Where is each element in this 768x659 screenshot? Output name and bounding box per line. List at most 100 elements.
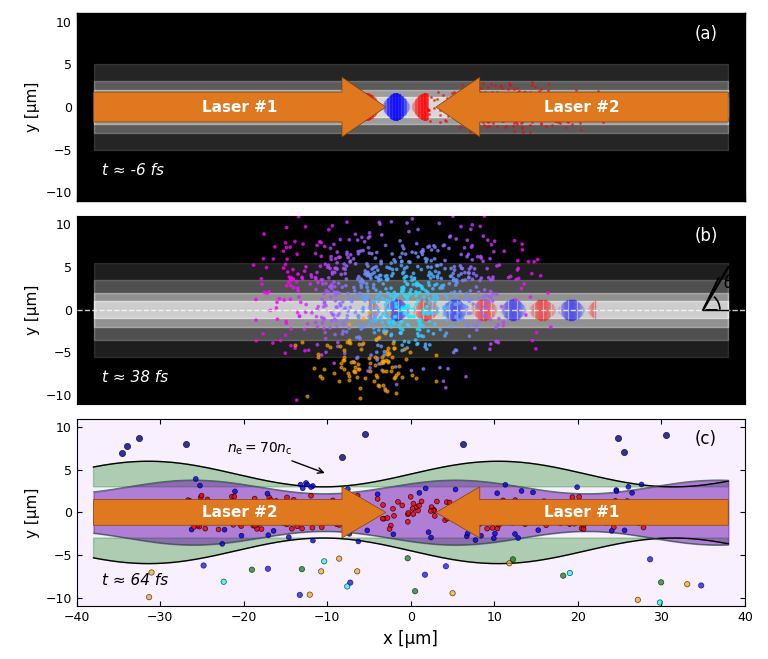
Point: [606, 526, 618, 536]
Point: [527, 487, 539, 498]
Point: [531, 105, 543, 115]
Point: [472, 287, 485, 297]
Point: [560, 122, 572, 132]
Point: [421, 301, 433, 312]
Point: [431, 306, 443, 317]
Point: [439, 515, 452, 525]
Point: [194, 521, 206, 532]
Point: [342, 519, 354, 529]
Point: [605, 103, 617, 113]
Point: [474, 86, 486, 97]
Point: [415, 264, 428, 275]
Point: [457, 438, 469, 449]
Text: t ≈ 38 fs: t ≈ 38 fs: [102, 370, 168, 386]
Point: [472, 104, 484, 115]
Point: [356, 306, 369, 317]
Point: [201, 494, 214, 505]
Point: [472, 301, 485, 311]
Point: [234, 505, 247, 515]
Point: [281, 492, 293, 503]
Point: [488, 89, 501, 100]
Point: [427, 283, 439, 294]
Point: [359, 266, 372, 276]
Point: [439, 264, 451, 274]
Point: [368, 279, 380, 290]
Point: [300, 508, 312, 519]
Point: [464, 127, 476, 137]
Point: [522, 105, 535, 116]
Point: [301, 479, 313, 490]
Point: [449, 287, 461, 297]
Point: [329, 507, 341, 517]
Point: [381, 513, 393, 523]
Point: [407, 268, 419, 279]
Point: [406, 247, 419, 258]
Point: [296, 507, 308, 518]
Point: [399, 291, 412, 302]
Point: [475, 273, 488, 283]
Point: [598, 512, 610, 523]
Point: [443, 511, 455, 522]
Point: [337, 326, 349, 337]
Point: [456, 264, 468, 274]
Point: [455, 84, 468, 94]
Point: [548, 512, 561, 523]
Point: [512, 92, 525, 102]
Point: [385, 283, 397, 293]
Point: [399, 308, 411, 318]
Point: [330, 302, 343, 312]
Point: [463, 515, 475, 526]
Point: [551, 105, 563, 115]
Point: [556, 101, 568, 111]
Point: [498, 317, 510, 328]
Point: [450, 311, 462, 322]
Point: [361, 258, 373, 269]
Point: [381, 296, 393, 306]
Point: [328, 239, 340, 250]
Point: [348, 365, 360, 376]
Point: [388, 511, 400, 521]
Point: [604, 97, 617, 107]
Point: [492, 113, 505, 124]
Point: [429, 297, 442, 308]
Point: [478, 211, 491, 221]
Point: [116, 447, 128, 458]
Point: [465, 94, 477, 104]
Point: [545, 322, 557, 332]
Point: [496, 95, 508, 105]
Point: [326, 495, 339, 505]
Point: [213, 506, 225, 517]
Point: [333, 499, 345, 509]
Point: [644, 554, 656, 565]
Point: [223, 506, 236, 517]
Point: [518, 279, 530, 289]
Point: [468, 117, 480, 127]
Point: [280, 237, 292, 248]
Point: [398, 273, 410, 283]
Point: [445, 94, 458, 105]
Point: [440, 116, 452, 127]
Point: [361, 268, 373, 279]
Point: [440, 99, 452, 109]
Point: [500, 107, 512, 118]
Point: [452, 307, 464, 318]
Point: [333, 278, 345, 289]
Point: [413, 488, 425, 498]
Point: [564, 568, 576, 579]
Point: [445, 103, 458, 113]
Point: [429, 511, 441, 521]
Point: [337, 263, 349, 273]
Point: [235, 530, 247, 541]
Point: [530, 113, 542, 123]
Point: [552, 101, 564, 112]
Point: [495, 90, 507, 100]
Point: [490, 322, 502, 333]
Point: [405, 492, 417, 502]
Point: [498, 105, 510, 116]
Point: [475, 111, 488, 121]
Point: [488, 100, 500, 110]
Point: [284, 294, 296, 304]
Point: [552, 117, 564, 128]
Point: [292, 269, 304, 279]
Point: [352, 359, 364, 370]
